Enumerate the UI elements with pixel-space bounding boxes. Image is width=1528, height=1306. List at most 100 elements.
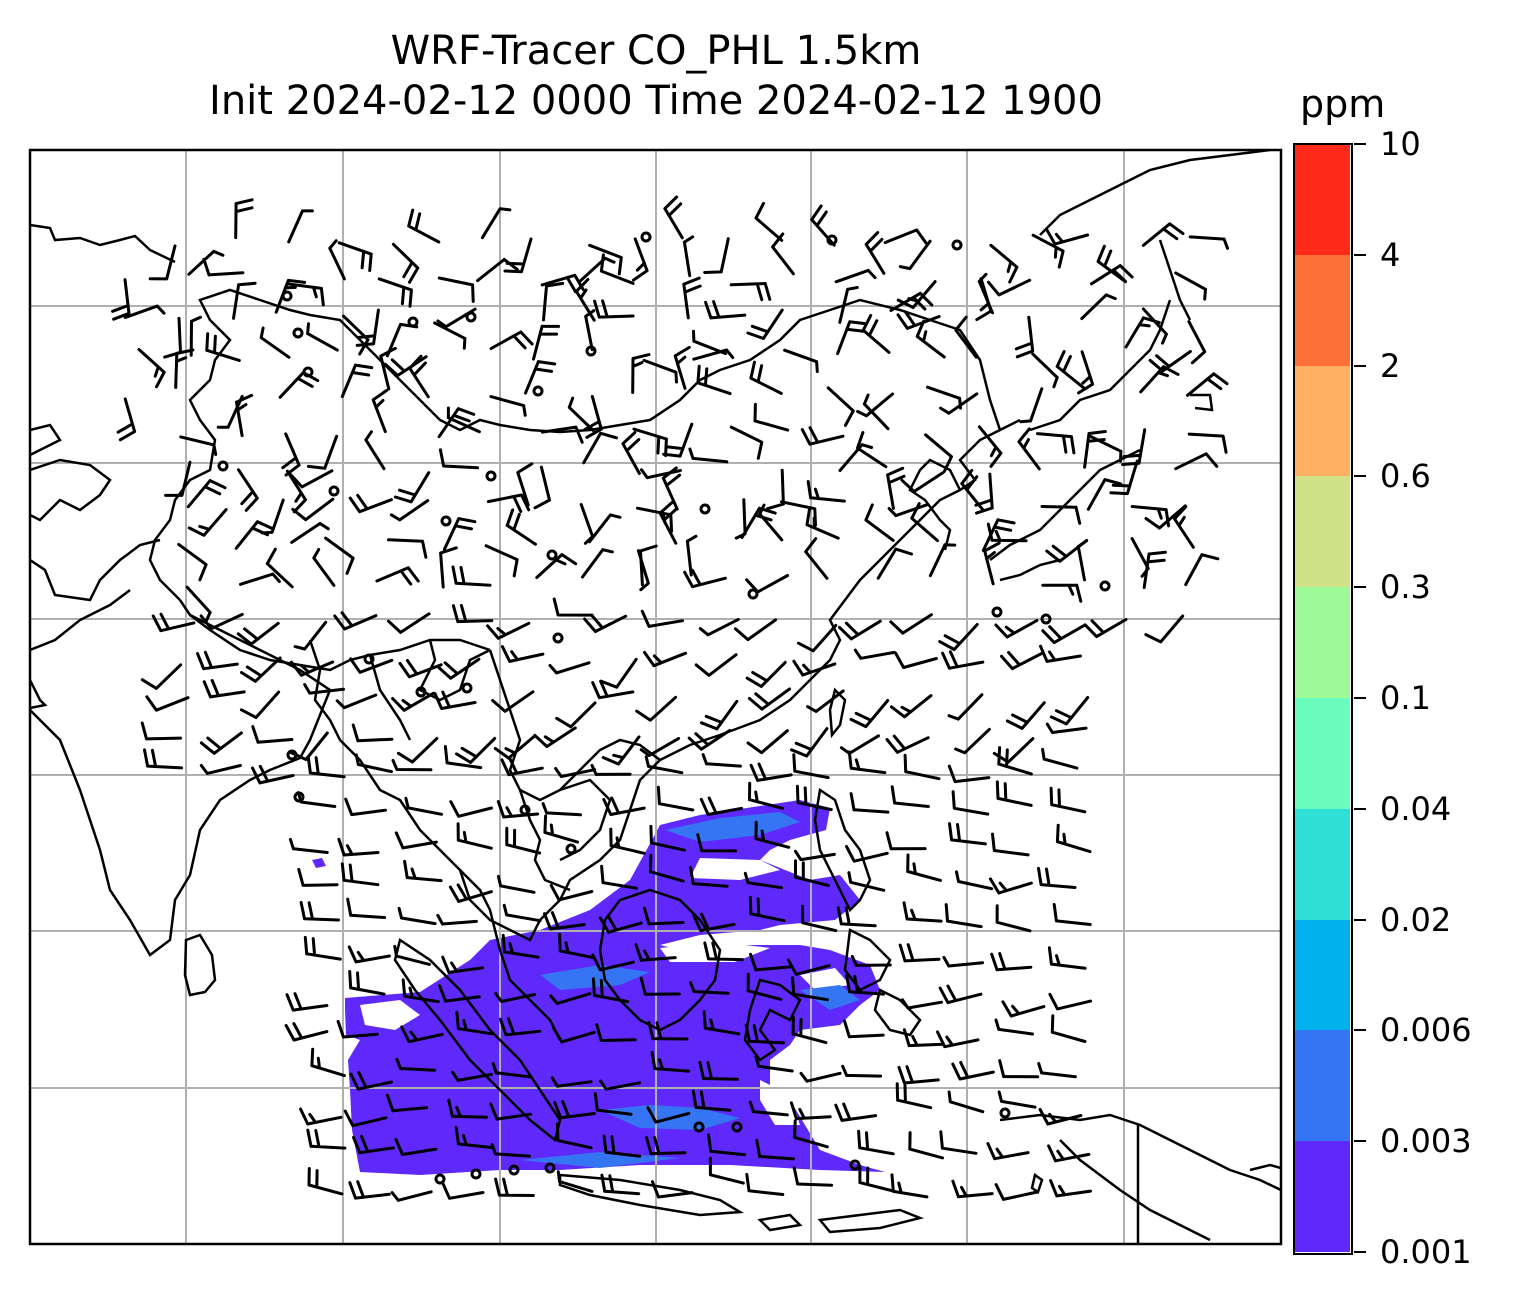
wind-barb-icon: [791, 1015, 828, 1045]
wind-barb-icon: [977, 272, 994, 315]
wind-barb-icon: [642, 906, 685, 926]
wind-barb-icon: [433, 690, 477, 710]
wind-barb-icon: [748, 1100, 789, 1117]
colorbar-tick-label: 0.001: [1380, 1233, 1472, 1271]
wind-barb-icon: [451, 565, 492, 587]
wind-barb-icon: [289, 731, 329, 761]
wind-barb-icon: [1077, 350, 1095, 395]
wind-barb-icon: [792, 659, 837, 677]
wind-barb-icon: [861, 314, 891, 354]
colorbar-tick: [1354, 807, 1366, 810]
tracer-plume: [312, 800, 885, 1175]
wind-barb-icon: [983, 541, 1001, 586]
wind-barb-icon: [574, 278, 596, 322]
wind-barb-icon: [834, 1102, 878, 1122]
wind-barb-icon: [804, 537, 829, 580]
wind-barb-icon: [196, 650, 239, 671]
wind-barb-icon: [951, 790, 990, 816]
wind-barb-icon: [593, 1092, 633, 1116]
wind-barb-icon: [579, 503, 595, 545]
wind-barb-icon: [791, 976, 829, 1002]
wind-barb-icon: [556, 1170, 594, 1193]
wind-barb-icon: [278, 371, 320, 399]
colorbar-segment: [1294, 476, 1350, 588]
calm-circle-icon: [552, 632, 564, 644]
wind-barb-icon: [858, 1164, 895, 1193]
plume-speck: [312, 858, 326, 868]
wind-barb-icon: [928, 543, 957, 578]
colorbar-tick-label: 10: [1380, 125, 1421, 163]
wind-barb-icon: [349, 1071, 393, 1091]
wind-barb-icon: [650, 1050, 691, 1073]
wind-barb-icon: [1055, 823, 1092, 854]
wind-barb-icon: [533, 726, 577, 748]
wind-barb-icon: [698, 1060, 739, 1081]
wind-barb-icon: [335, 693, 378, 710]
wind-barb-icon: [743, 871, 784, 890]
wind-barb-icon: [542, 281, 565, 322]
wind-barb-icon: [584, 309, 596, 352]
wind-barb-icon: [232, 281, 257, 320]
wind-barb-icon: [543, 911, 586, 931]
wind-barb-icon: [897, 1065, 940, 1085]
wind-barb-icon: [845, 845, 889, 863]
wind-barb-icon: [634, 943, 677, 962]
wind-barb-icon: [1187, 320, 1207, 365]
wind-barb-icon: [1188, 235, 1229, 250]
colorbar-segment: [1294, 587, 1350, 699]
colorbar-segment: [1294, 254, 1350, 367]
wind-barb-icon: [505, 826, 542, 855]
wind-barb-icon: [1088, 434, 1123, 463]
wind-barb-icon: [364, 430, 386, 471]
wind-barb-icon: [797, 623, 838, 653]
colorbar-segment: [1294, 698, 1350, 810]
wind-barb-icon: [593, 299, 635, 319]
wind-barb-icon: [543, 814, 579, 844]
wind-barb-icon: [1001, 1000, 1046, 1018]
wind-barb-icon: [237, 468, 259, 512]
wind-barb-icon: [500, 645, 545, 663]
wind-barb-icon: [902, 901, 943, 923]
wind-barb-icon: [647, 1021, 689, 1041]
wind-barb-icon: [645, 1136, 687, 1156]
wind-barb-icon: [324, 536, 355, 575]
wind-barb-icon: [1047, 1144, 1091, 1163]
wind-barb-icon: [489, 1102, 533, 1121]
wind-barb-icon: [906, 853, 942, 882]
wind-barb-icon: [692, 912, 736, 933]
wind-barb-icon: [754, 820, 791, 849]
wind-barb-icon: [340, 363, 374, 398]
wind-barb-icon: [436, 913, 478, 926]
wind-barb-icon: [692, 348, 735, 361]
colorbar-segment: [1294, 365, 1350, 477]
wind-barb-icon: [163, 316, 182, 359]
wind-barb-icon: [995, 904, 1032, 933]
wind-barb-icon: [901, 998, 943, 1010]
wind-barb-icon: [289, 660, 335, 677]
wind-barb-icon: [1109, 459, 1139, 496]
colorbar-tick-label: 0.1: [1380, 679, 1431, 717]
wind-barb-icon: [839, 734, 880, 755]
wind-barb-icon: [692, 329, 728, 356]
calm-circle-icon: [565, 843, 577, 855]
wind-barb-icon: [740, 506, 777, 539]
title-line-1: WRF-Tracer CO_PHL 1.5km: [390, 28, 922, 74]
wind-barb-icon: [583, 613, 628, 633]
wind-barb-icon: [151, 612, 196, 633]
wind-barb-icon: [567, 396, 596, 433]
wind-barb-icon: [351, 723, 394, 743]
colorbar-tick: [1354, 586, 1366, 589]
wind-barb-icon: [532, 324, 561, 361]
wind-barb-icon: [199, 764, 242, 775]
calm-circle-icon: [415, 686, 427, 698]
wind-barb-icon: [688, 447, 729, 464]
colorbar-tick: [1354, 697, 1366, 699]
wind-barb-icon: [938, 984, 983, 1005]
wind-barb-icon: [900, 471, 945, 493]
wind-barb-icon: [951, 1061, 995, 1081]
wind-barb-icon: [1141, 222, 1185, 247]
wind-barb-icon: [516, 462, 534, 507]
wind-barb-icon: [801, 904, 838, 933]
wind-barb-icon: [555, 1122, 593, 1150]
wind-barb-icon: [994, 1018, 1034, 1036]
